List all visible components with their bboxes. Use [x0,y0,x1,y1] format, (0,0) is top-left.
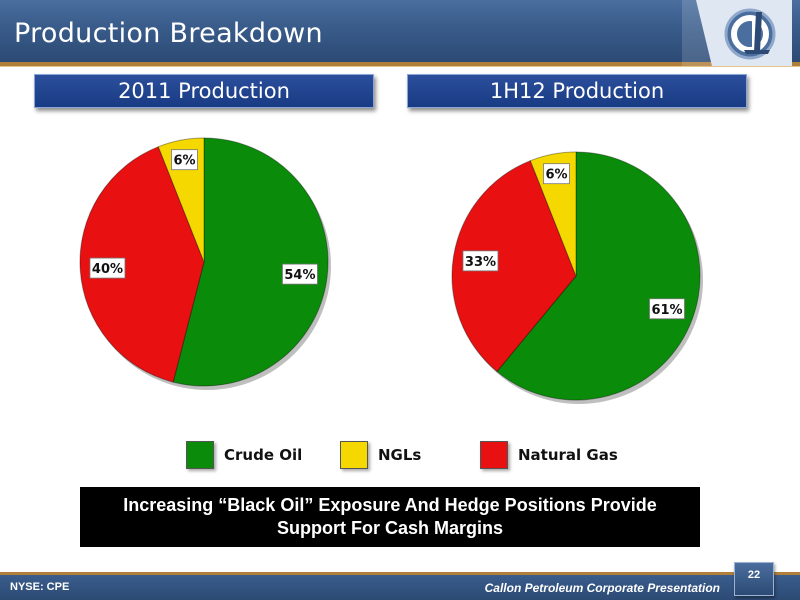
legend-item-crude-oil: Crude Oil [186,440,302,470]
pie-slice-0-crude-oil [172,137,329,387]
header-bar: Production Breakdown [0,0,800,62]
pie-label-text-0-ngls: 6% [173,154,195,169]
page-number: 22 [747,569,761,581]
legend-label-crude-oil: Crude Oil [224,446,303,464]
pie-label-1-ngls: 6% [543,163,570,185]
legend-swatch-natural-gas [480,441,508,469]
legend-label-ngls: NGLs [378,446,422,464]
pie-label-0-ngls: 6% [171,149,198,171]
footer-bar: NYSE: CPE Callon Petroleum Corporate Pre… [0,575,800,600]
footer-ticker: NYSE: CPE [10,581,70,593]
pie-slice-1-natural-gas [451,160,577,373]
pie-label-text-1-natural-gas: 33% [465,255,496,270]
pie-label-1-crude-oil: 61% [649,298,685,320]
legend-item-ngls: NGLs [340,440,421,470]
company-logo-icon [682,0,792,66]
legend-label-natural-gas: Natural Gas [518,446,618,464]
footer-presentation-title: Callon Petroleum Corporate Presentation [484,581,720,595]
pie-label-text-1-ngls: 6% [545,168,567,183]
footer-divider [0,572,800,575]
pie-label-text-1-crude-oil: 61% [651,303,682,318]
legend-swatch-ngls [340,441,368,469]
legend-item-natural-gas: Natural Gas [480,440,618,470]
callout-text: Increasing “Black Oil” Exposure And Hedg… [123,495,657,538]
header-divider-highlight [0,66,800,67]
pie-label-0-natural-gas: 40% [89,257,126,279]
page-title: Production Breakdown [14,18,323,49]
pie-charts: 54% 40% 6% 61% 33% 6% [79,137,703,404]
pie-label-0-crude-oil: 54% [282,263,318,285]
pie-slice-0-natural-gas [79,146,205,383]
section-title-2011: 2011 Production [34,74,374,108]
pie-label-text-0-natural-gas: 40% [92,262,123,277]
header-divider [0,62,800,66]
callout-banner: Increasing “Black Oil” Exposure And Hedg… [80,487,700,547]
section-title-1h12: 1H12 Production [407,74,747,108]
legend-swatch-crude-oil [186,441,214,469]
pie-label-1-natural-gas: 33% [462,250,499,272]
pie-slice-1-crude-oil [496,151,701,401]
pie-label-text-0-crude-oil: 54% [284,268,315,283]
page-number-box: 22 [734,562,774,596]
